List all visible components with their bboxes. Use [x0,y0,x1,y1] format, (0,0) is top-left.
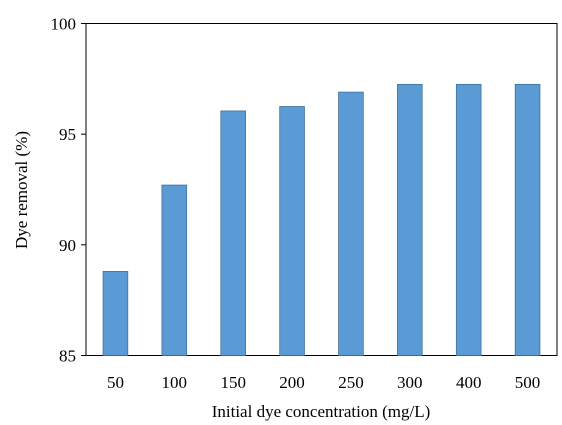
y-tick-label-95: 95 [59,125,76,144]
bar-group [102,83,541,356]
bar-150 [220,110,246,356]
x-tick-label-200: 200 [279,373,305,392]
bar-400 [455,83,482,356]
y-axis-title: Dye removal (%) [12,131,31,249]
plot-frame [85,23,558,356]
y-axis-ticks: 85 90 95 100 [51,15,86,366]
x-axis-title: Initial dye concentration (mg/L) [212,402,431,421]
bar-200 [279,106,305,356]
x-tick-label-300: 300 [397,373,423,392]
y-tick-label-85: 85 [59,347,76,366]
x-tick-label-500: 500 [515,373,541,392]
bar-100 [161,184,188,356]
x-tick-label-400: 400 [456,373,482,392]
bar-300 [397,83,423,356]
x-tick-label-50: 50 [107,373,124,392]
x-axis-ticks: 50 100 150 200 250 300 400 500 [107,373,540,392]
y-tick-label-90: 90 [59,236,76,255]
x-tick-label-150: 150 [220,373,246,392]
bar-50 [102,270,129,356]
x-tick-label-250: 250 [338,373,364,392]
y-tick-label-100: 100 [51,15,77,34]
bar-250 [338,91,364,356]
x-tick-label-100: 100 [162,373,188,392]
bar-500 [514,83,541,356]
